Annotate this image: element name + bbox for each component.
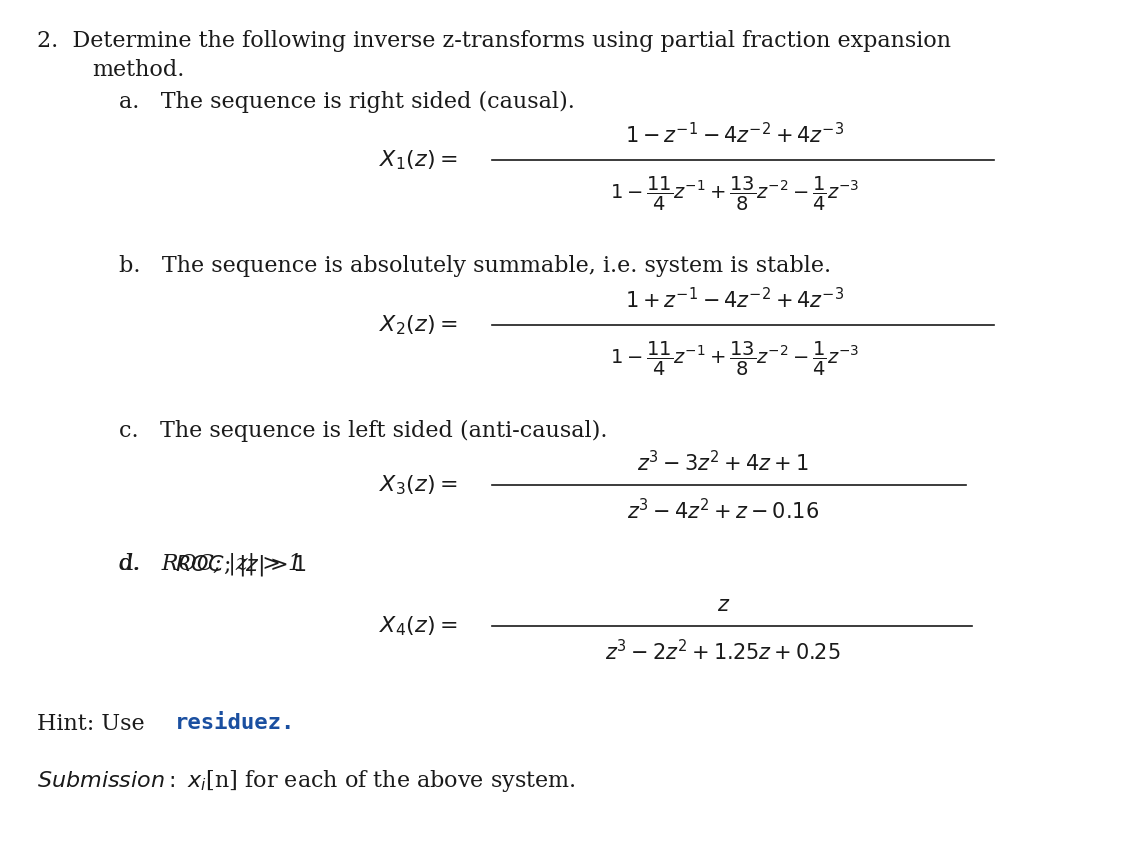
Text: $1 - z^{-1} - 4z^{-2} + 4z^{-3}$: $1 - z^{-1} - 4z^{-2} + 4z^{-3}$ [625, 122, 844, 148]
Text: $X_4(z) =$: $X_4(z) =$ [379, 614, 457, 638]
Text: $z$: $z$ [716, 596, 730, 614]
Text: $z^3 - 4z^2 + z - 0.16$: $z^3 - 4z^2 + z - 0.16$ [627, 498, 819, 523]
Text: method.: method. [93, 59, 185, 81]
Text: $X_3(z) =$: $X_3(z) =$ [379, 473, 457, 497]
Text: $\mathit{ROC}$; $|z| > 1$: $\mathit{ROC}$; $|z| > 1$ [175, 553, 306, 578]
Text: $X_2(z) =$: $X_2(z) =$ [379, 313, 457, 337]
Text: $z^3 - 3z^2 + 4z + 1$: $z^3 - 3z^2 + 4z + 1$ [637, 450, 809, 475]
Text: $z^3 - 2z^2 + 1.25z + 0.25$: $z^3 - 2z^2 + 1.25z + 0.25$ [606, 639, 841, 664]
Text: 2.  Determine the following inverse z-transforms using partial fraction expansio: 2. Determine the following inverse z-tra… [37, 30, 951, 51]
Text: $1 - \dfrac{11}{4}z^{-1} + \dfrac{13}{8}z^{-2} - \dfrac{1}{4}z^{-3}$: $1 - \dfrac{11}{4}z^{-1} + \dfrac{13}{8}… [610, 175, 859, 214]
Text: $\mathit{Submission}$$\mathit{:}\ x_i$[n] for each of the above system.: $\mathit{Submission}$$\mathit{:}\ x_i$[n… [37, 768, 576, 794]
Text: d.: d. [119, 553, 140, 575]
Text: d.   ROC; |z| > 1: d. ROC; |z| > 1 [119, 553, 302, 576]
Text: residuez.: residuez. [175, 713, 296, 733]
Text: $1 - \dfrac{11}{4}z^{-1} + \dfrac{13}{8}z^{-2} - \dfrac{1}{4}z^{-3}$: $1 - \dfrac{11}{4}z^{-1} + \dfrac{13}{8}… [610, 339, 859, 378]
Text: $X_1(z) =$: $X_1(z) =$ [379, 149, 457, 172]
Text: a.   The sequence is right sided (causal).: a. The sequence is right sided (causal). [119, 91, 574, 113]
Text: b.   The sequence is absolutely summable, i.e. system is stable.: b. The sequence is absolutely summable, … [119, 255, 831, 277]
Text: Hint: Use: Hint: Use [37, 713, 153, 735]
Text: c.   The sequence is left sided (anti-causal).: c. The sequence is left sided (anti-caus… [119, 419, 607, 441]
Text: $1 + z^{-1} - 4z^{-2} + 4z^{-3}$: $1 + z^{-1} - 4z^{-2} + 4z^{-3}$ [625, 287, 844, 312]
